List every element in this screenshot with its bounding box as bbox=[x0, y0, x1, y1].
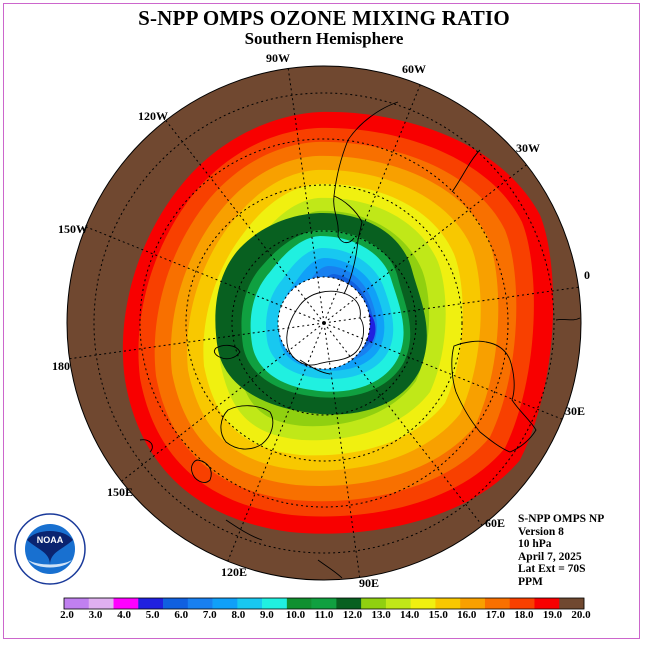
lon-label-30e: 30E bbox=[565, 404, 585, 418]
colorbar-tick-label: 18.0 bbox=[514, 609, 534, 621]
colorbar-swatch bbox=[262, 598, 288, 609]
lon-label-90w: 90W bbox=[266, 51, 290, 65]
colorbar-swatch bbox=[410, 598, 436, 609]
map-title: S-NPP OMPS OZONE MIXING RATIO bbox=[138, 6, 510, 30]
colorbar-tick-label: 7.0 bbox=[203, 609, 217, 621]
noaa-logo: NOAA bbox=[14, 513, 86, 585]
lon-label-120w: 120W bbox=[138, 109, 168, 123]
colorbar-tick-label: 6.0 bbox=[174, 609, 188, 621]
info-block: S-NPP OMPS NP Version 8 10 hPa April 7, … bbox=[518, 513, 604, 588]
colorbar-outline bbox=[63, 597, 585, 610]
colorbar-swatch bbox=[559, 598, 585, 609]
lon-label-150w: 150W bbox=[58, 222, 88, 236]
colorbar-tick-label: 9.0 bbox=[260, 609, 274, 621]
colorbar-tick-label: 11.0 bbox=[315, 609, 334, 621]
colorbar-tick-label: 19.0 bbox=[543, 609, 563, 621]
info-units: PPM bbox=[518, 575, 543, 588]
colorbar-tick-label: 8.0 bbox=[231, 609, 245, 621]
colorbar-swatch bbox=[187, 598, 213, 609]
colorbar-swatch bbox=[484, 598, 511, 609]
south-pole-marker bbox=[322, 321, 326, 325]
colorbar-tick-label: 2.0 bbox=[60, 609, 74, 621]
colorbar-tick-label: 20.0 bbox=[571, 609, 591, 621]
info-date: April 7, 2025 bbox=[518, 550, 582, 563]
colorbar-swatch bbox=[385, 598, 411, 609]
graticule bbox=[93, 92, 555, 554]
lon-label-150e: 150E bbox=[107, 485, 133, 499]
colorbar-tick-label: 4.0 bbox=[117, 609, 131, 621]
lon-label-60w: 60W bbox=[402, 62, 426, 76]
colorbar-swatch bbox=[311, 598, 337, 609]
colorbar-tick-label: 17.0 bbox=[486, 609, 506, 621]
colorbar-tick-label: 13.0 bbox=[371, 609, 391, 621]
lon-label-180: 180 bbox=[52, 359, 70, 373]
colorbar-tick-label: 15.0 bbox=[429, 609, 449, 621]
colorbar-swatch bbox=[286, 598, 312, 609]
map-boundary bbox=[66, 65, 582, 581]
info-instrument: S-NPP OMPS NP bbox=[518, 513, 605, 525]
figure-frame bbox=[3, 3, 640, 639]
colorbar-swatch bbox=[509, 598, 535, 609]
colorbar-swatch bbox=[138, 598, 164, 609]
info-pressure-level: 10 hPa bbox=[518, 538, 552, 550]
colorbar-swatch bbox=[163, 598, 189, 609]
lon-label-0: 0 bbox=[584, 268, 590, 282]
colorbar-tick-label: 5.0 bbox=[146, 609, 160, 621]
colorbar-tick-label: 14.0 bbox=[400, 609, 420, 621]
lon-label-30w: 30W bbox=[516, 141, 540, 155]
colorbar-tick-label: 12.0 bbox=[343, 609, 363, 621]
noaa-logo-text: NOAA bbox=[37, 535, 64, 545]
colorbar-tick-label: 10.0 bbox=[286, 609, 306, 621]
colorbar-swatch bbox=[534, 598, 560, 609]
colorbar-swatch bbox=[336, 598, 362, 609]
colorbar-swatch bbox=[113, 598, 139, 609]
colorbar-swatch bbox=[88, 598, 114, 609]
lon-label-60e: 60E bbox=[485, 516, 505, 530]
colorbar-swatch bbox=[64, 598, 90, 609]
map-subtitle: Southern Hemisphere bbox=[244, 29, 404, 48]
colorbar-swatch bbox=[361, 598, 387, 609]
colorbar-swatch bbox=[237, 598, 263, 609]
lon-label-120e: 120E bbox=[221, 565, 247, 579]
colorbar-tick-label: 16.0 bbox=[457, 609, 477, 621]
coastlines bbox=[139, 101, 581, 579]
info-version: Version 8 bbox=[518, 525, 564, 538]
colorbar-tick-label: 3.0 bbox=[89, 609, 103, 621]
info-lat-extent: Lat Ext = 70S bbox=[518, 563, 586, 575]
colorbar: 2.0 3.0 4.0 5.0 6.0 7.0 8.0 9.0 10.0 11.0 12.0 13.0… bbox=[60, 597, 591, 621]
colorbar-swatch bbox=[212, 598, 238, 609]
colorbar-swatch bbox=[460, 598, 486, 609]
colorbar-swatch bbox=[435, 598, 461, 609]
lon-label-90e: 90E bbox=[359, 576, 379, 590]
